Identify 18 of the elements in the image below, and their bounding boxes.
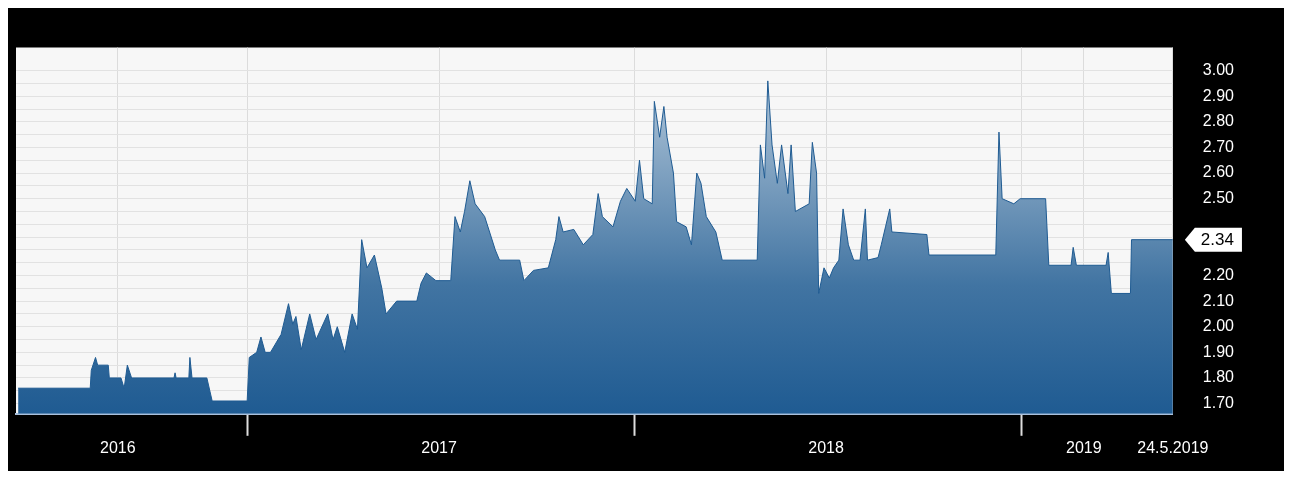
y-tick-label: 2.10: [1202, 291, 1235, 309]
y-tick-label: 2.90: [1202, 86, 1235, 104]
y-tick-label: 1.70: [1202, 393, 1235, 411]
y-tick-label: 2.00: [1202, 317, 1235, 335]
y-tick-label: 2.60: [1202, 163, 1235, 181]
y-tick-label: 1.80: [1202, 368, 1235, 386]
y-tick-label: 3.00: [1202, 61, 1235, 79]
x-tick-label: 2018: [808, 438, 845, 456]
y-tick-label: 2.70: [1202, 137, 1235, 155]
y-tick-label: 2.80: [1202, 112, 1235, 130]
y-tick-label: 1.90: [1202, 342, 1235, 360]
x-tick-label: 2016: [100, 438, 136, 456]
y-tick-label: 2.20: [1202, 265, 1235, 283]
x-tick-label: 2019: [1065, 438, 1102, 456]
y-tick-label: 2.50: [1202, 189, 1235, 207]
x-tick-label: 24.5.2019: [1137, 438, 1209, 456]
x-tick-label: 2017: [421, 438, 457, 456]
annotation: 2.34: [1200, 230, 1234, 250]
